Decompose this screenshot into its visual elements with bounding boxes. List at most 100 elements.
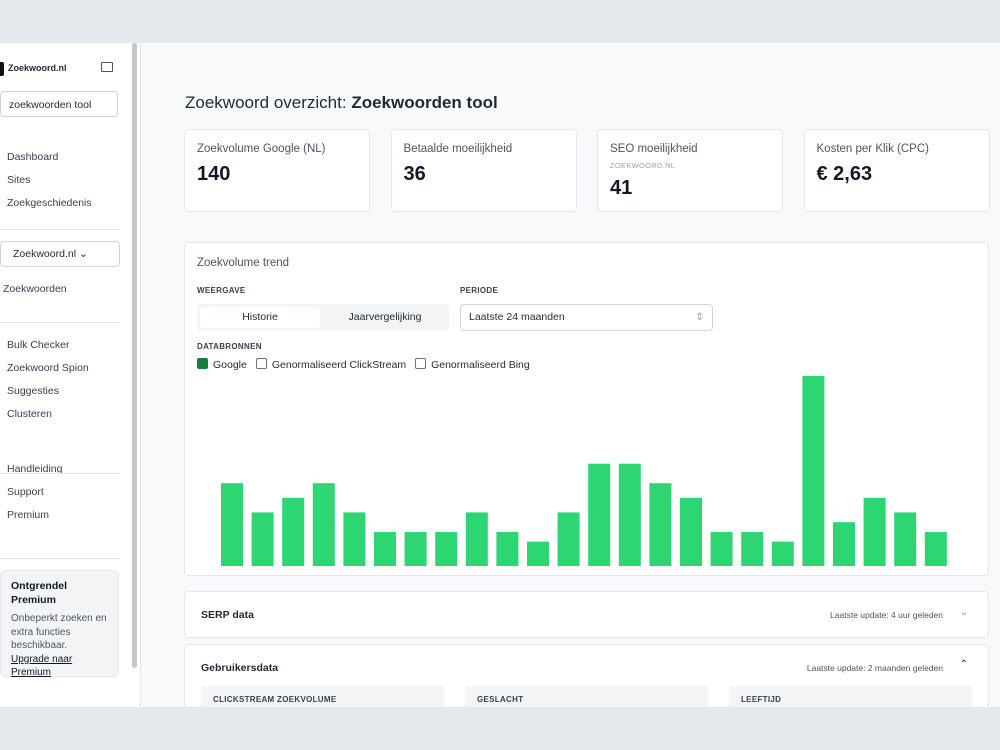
logo [0, 62, 4, 76]
section-update: Laatste update: 2 maanden geleden [806, 663, 943, 673]
bar [312, 483, 335, 566]
nav-item[interactable]: Support [7, 486, 44, 498]
view-option[interactable]: Jaarvergelijking [348, 311, 422, 323]
bar [649, 483, 672, 566]
scrollbar [132, 43, 137, 668]
nav-item[interactable]: Zoekgeschiedenis [7, 197, 92, 209]
source-name: Google [213, 359, 247, 371]
checkbox[interactable] [255, 358, 267, 369]
bar [374, 531, 396, 566]
bar [802, 376, 825, 566]
bar [343, 512, 366, 566]
bar [833, 522, 855, 566]
nav-item[interactable]: Premium [7, 509, 50, 521]
trend-card: Zoekvolume trend WEERGAVE Historie Jaarv… [184, 242, 989, 576]
source-option[interactable]: Genormaliseerd ClickStream [255, 358, 407, 371]
stat-value: 41 [610, 177, 633, 199]
bar [557, 512, 580, 566]
period-label: PERIODE [460, 286, 499, 295]
bar [251, 512, 274, 566]
column-title: CLICKSTREAM ZOEKVOLUME [213, 695, 337, 704]
stat-card: SEO moeilijkheid ZOEKWOORD.NL 41 [597, 129, 783, 212]
bar-chart [221, 376, 947, 566]
period-select[interactable]: Laatste 24 maanden ⇕ [460, 304, 713, 331]
bar [924, 531, 947, 566]
view-toggle: Historie Jaarvergelijking [197, 304, 449, 331]
nav-item[interactable]: Zoekwoorden [3, 283, 67, 295]
column-title: LEEFTIJD [741, 695, 782, 704]
view-label: WEERGAVE [197, 286, 246, 295]
project-name: Zoekwoord.nl [13, 248, 77, 260]
section-update: Laatste update: 4 uur geleden [830, 610, 943, 620]
bar [588, 463, 611, 566]
stat-label: Zoekvolume Google (NL) [197, 143, 326, 155]
bar [894, 512, 917, 566]
divider [0, 473, 120, 474]
project-select[interactable]: Zoekwoord.nl ⌄ [0, 241, 120, 267]
stat-value: 36 [403, 163, 426, 185]
source-name: Genormaliseerd ClickStream [271, 359, 407, 371]
stat-value: € 2,63 [816, 163, 873, 185]
nav-item[interactable]: Sites [7, 174, 31, 186]
bar [710, 531, 733, 566]
sidebar: Zoekwoord.nl zoekwoorden tool Dashboard S… [0, 43, 141, 707]
stat-sub: ZOEKWOORD.NL [610, 161, 676, 170]
chevron: ⌄ [959, 607, 968, 618]
bar [496, 531, 519, 566]
bar [680, 497, 702, 566]
nav-item[interactable]: Handleiding [7, 463, 63, 475]
premium-text: Onbeperkt zoeken en extra functies besch… [11, 613, 107, 651]
stat-card: Zoekvolume Google (NL) 140 [184, 129, 370, 212]
section-title: Gebruikersdata [201, 662, 279, 674]
brand: Zoekwoord.nl [8, 63, 67, 73]
search-input[interactable]: zoekwoorden tool [0, 91, 118, 117]
collapse-button[interactable] [101, 62, 113, 72]
column-title: GESLACHT [477, 695, 524, 704]
sources: Google Genormaliseerd ClickStream Genormal… [197, 358, 539, 371]
bar [741, 531, 764, 566]
stat-label: Betaalde moeilijkheid [403, 143, 513, 155]
nav-item[interactable]: Suggesties [7, 385, 59, 397]
bar [435, 531, 458, 566]
data-column: LEEFTIJD [729, 686, 972, 707]
nav-item[interactable]: Clusteren [7, 408, 52, 420]
chevron[interactable]: ⌃ [959, 659, 968, 670]
source-name: Genormaliseerd Bing [431, 359, 530, 371]
bar [465, 512, 488, 566]
premium-title: Ontgrendel Premium [11, 580, 68, 606]
checkbox[interactable] [197, 358, 208, 369]
nav-item[interactable]: Bulk Checker [7, 339, 70, 351]
trend-title: Zoekvolume trend [197, 257, 290, 269]
title-prefix: Zoekwoord overzicht: [185, 93, 347, 112]
source-option[interactable]: Google [197, 358, 247, 371]
bar [771, 541, 794, 566]
divider [0, 558, 120, 559]
data-column: GESLACHT [465, 686, 708, 707]
app: Zoekwoord.nl zoekwoorden tool Dashboard S… [0, 43, 1000, 707]
sources-label: DATABRONNEN [197, 342, 262, 351]
stat-label: Kosten per Klik (CPC) [816, 143, 929, 155]
premium-box: Ontgrendel Premium Onbeperkt zoeken en e… [0, 570, 119, 679]
bar [282, 497, 305, 566]
serp-section[interactable]: SERP data Laatste update: 4 uur geleden … [184, 591, 989, 638]
title-keyword: Zoekwoorden tool [351, 93, 498, 112]
data-column: CLICKSTREAM ZOEKVOLUME [201, 686, 444, 707]
users-section: Gebruikersdata Laatste update: 2 maanden… [184, 644, 989, 707]
nav-item[interactable]: Dashboard [7, 151, 59, 163]
premium-link[interactable]: Upgrade naar Premium [11, 653, 73, 679]
bar [404, 531, 427, 566]
view-option[interactable]: Historie [200, 307, 320, 328]
stat-card: Betaalde moeilijkheid 36 [390, 129, 577, 212]
divider [0, 322, 120, 323]
checkbox[interactable] [415, 358, 427, 369]
period-value: Laatste 24 maanden [469, 311, 565, 323]
stat-card: Kosten per Klik (CPC) € 2,63 [803, 129, 990, 212]
source-option[interactable]: Genormaliseerd Bing [415, 358, 530, 371]
nav-item[interactable]: Zoekwoord Spion [7, 362, 89, 374]
bar [527, 541, 549, 566]
stat-label: SEO moeilijkheid [610, 143, 698, 155]
stat-value: 140 [197, 163, 231, 185]
page-title: Zoekwoord overzicht: Zoekwoorden tool [185, 93, 498, 113]
bar [221, 483, 243, 566]
